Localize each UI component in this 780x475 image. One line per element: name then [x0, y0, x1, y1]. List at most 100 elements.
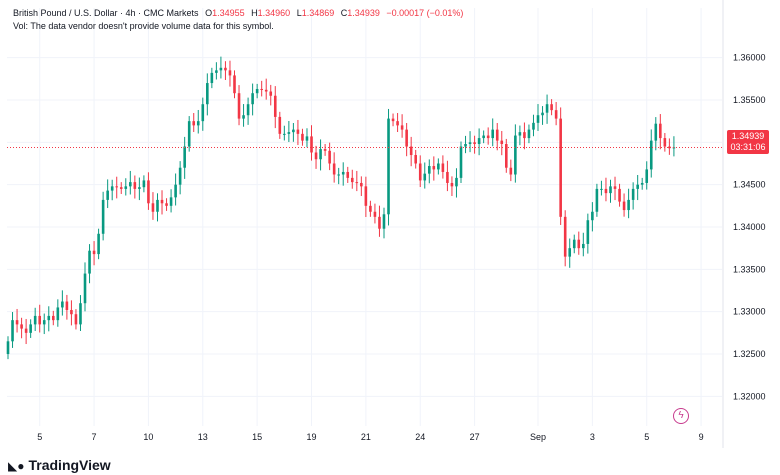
candle-body[interactable] [387, 118, 390, 215]
candle-body[interactable] [591, 211, 594, 221]
candle-body[interactable] [446, 171, 449, 183]
candle-body[interactable] [192, 121, 196, 126]
candle-body[interactable] [432, 166, 436, 170]
candle-body[interactable] [79, 303, 82, 325]
candle-body[interactable] [174, 184, 177, 198]
candle-body[interactable] [219, 67, 223, 71]
candle-body[interactable] [287, 132, 291, 134]
candle-body[interactable] [450, 182, 454, 187]
candle-body[interactable] [56, 307, 60, 321]
candle-body[interactable] [423, 173, 427, 181]
candle-body[interactable] [545, 104, 549, 113]
candle-body[interactable] [296, 129, 300, 134]
candle-body[interactable] [29, 324, 32, 333]
candle-body[interactable] [319, 149, 322, 160]
candle-body[interactable] [464, 144, 467, 147]
candle-body[interactable] [364, 186, 368, 206]
candle-body[interactable] [11, 320, 14, 342]
flash-icon[interactable]: ϟ [673, 408, 689, 424]
candle-body[interactable] [237, 93, 241, 119]
candle-body[interactable] [441, 163, 445, 172]
candle-body[interactable] [495, 129, 499, 141]
candle-body[interactable] [70, 309, 73, 315]
candle-body[interactable] [74, 314, 78, 325]
symbol-title[interactable]: British Pound / U.S. Dollar · 4h · CMC M… [13, 8, 199, 18]
candle-body[interactable] [228, 70, 232, 76]
candle-body[interactable] [613, 186, 617, 189]
candle-body[interactable] [405, 129, 408, 147]
candle-body[interactable] [532, 122, 535, 130]
candle-body[interactable] [88, 250, 91, 274]
candle-body[interactable] [110, 186, 114, 191]
candle-body[interactable] [631, 188, 635, 200]
candle-body[interactable] [473, 142, 476, 145]
candle-body[interactable] [6, 341, 10, 355]
candle-body[interactable] [523, 132, 526, 139]
tradingview-logo[interactable]: ◣● TradingView [8, 457, 111, 473]
candle-body[interactable] [360, 182, 363, 187]
candle-body[interactable] [65, 301, 69, 310]
candle-body[interactable] [260, 88, 263, 90]
candle-body[interactable] [337, 174, 340, 176]
candle-body[interactable] [269, 91, 273, 96]
candle-body[interactable] [514, 135, 517, 175]
candle-body[interactable] [328, 150, 331, 164]
candle-body[interactable] [264, 89, 268, 92]
candle-body[interactable] [346, 171, 350, 178]
candle-body[interactable] [165, 203, 168, 206]
candle-body[interactable] [61, 301, 64, 308]
candle-body[interactable] [373, 211, 377, 217]
candle-body[interactable] [187, 121, 191, 147]
candle-body[interactable] [618, 188, 621, 202]
candle-body[interactable] [563, 216, 567, 257]
candle-body[interactable] [332, 163, 336, 175]
candle-body[interactable] [409, 146, 413, 156]
candle-body[interactable] [568, 248, 572, 257]
candle-body[interactable] [169, 197, 173, 206]
candle-body[interactable] [178, 167, 182, 185]
candle-body[interactable] [622, 201, 626, 211]
candle-body[interactable] [242, 115, 245, 119]
candle-body[interactable] [129, 182, 132, 187]
candle-body[interactable] [196, 121, 200, 126]
candle-body[interactable] [292, 129, 295, 133]
candle-body[interactable] [636, 184, 639, 189]
candle-body[interactable] [355, 182, 359, 184]
candle-body[interactable] [305, 136, 309, 141]
candle-body[interactable] [138, 187, 141, 189]
candle-body[interactable] [156, 199, 159, 212]
candle-body[interactable] [609, 186, 612, 194]
candle-body[interactable] [550, 104, 553, 111]
candle-body[interactable] [554, 110, 558, 119]
candle-body[interactable] [301, 133, 304, 141]
candle-body[interactable] [215, 70, 218, 73]
candle-body[interactable] [314, 152, 318, 160]
candle-body[interactable] [341, 171, 345, 175]
candle-body[interactable] [482, 135, 485, 139]
candle-body[interactable] [255, 88, 259, 94]
candle-body[interactable] [201, 104, 205, 122]
candle-body[interactable] [391, 118, 395, 122]
candle-body[interactable] [323, 149, 327, 151]
candle-body[interactable] [645, 169, 649, 183]
candle-body[interactable] [106, 190, 109, 200]
candle-body[interactable] [600, 188, 603, 190]
candle-body[interactable] [418, 163, 422, 181]
candle-body[interactable] [38, 315, 42, 325]
candle-body[interactable] [459, 146, 463, 178]
candle-body[interactable] [92, 250, 96, 255]
candle-body[interactable] [24, 328, 28, 333]
candle-body[interactable] [627, 199, 630, 211]
candle-body[interactable] [649, 140, 653, 170]
candle-body[interactable] [572, 239, 576, 249]
candle-body[interactable] [455, 177, 458, 187]
candle-body[interactable] [527, 129, 531, 139]
candle-body[interactable] [500, 140, 504, 145]
candle-body[interactable] [427, 166, 431, 174]
candle-body[interactable] [582, 243, 585, 249]
candle-body[interactable] [83, 273, 87, 304]
candle-body[interactable] [491, 129, 495, 139]
candle-body[interactable] [382, 214, 386, 229]
candle-body[interactable] [20, 324, 23, 329]
